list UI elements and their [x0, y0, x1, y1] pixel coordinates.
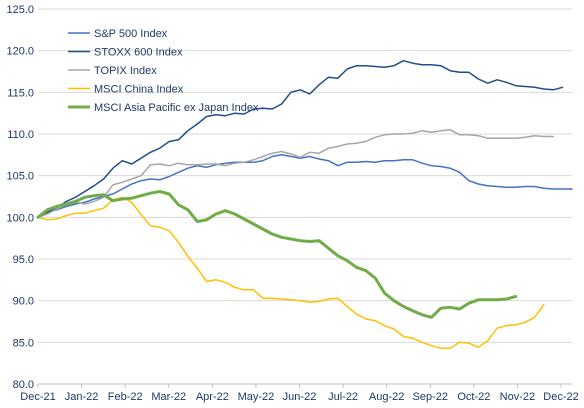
y-tick-label: 105.0	[6, 171, 34, 183]
x-tick-label: Aug-22	[369, 391, 404, 403]
legend: S&P 500 Index STOXX 600 Index TOPIX Index M…	[68, 28, 259, 114]
series-lines	[36, 59, 573, 349]
x-tick-label: Jan-22	[65, 391, 99, 403]
x-tick-label: Feb-22	[108, 391, 143, 403]
y-tick-label: 115.0	[7, 87, 34, 99]
series-line-4	[36, 190, 518, 319]
y-tick-label: 110.0	[7, 129, 34, 141]
series-line-1	[37, 59, 564, 219]
x-tick-label: Sep-22	[413, 391, 448, 403]
y-tick-label: 100.0	[6, 212, 34, 224]
legend-label: STOXX 600 Index	[94, 47, 183, 59]
x-tick-label: Oct-22	[457, 391, 490, 403]
axes: 80.0 85.0 90.0 95.0 100.0 105.0 110.0 115.0 120.…	[6, 4, 578, 403]
series-line-0	[37, 154, 573, 219]
x-tick-label: Dec-21	[20, 391, 55, 403]
x-tick-label: Jun-22	[283, 391, 317, 403]
x-tick-label: Apr-22	[196, 391, 229, 403]
series-line-2	[37, 129, 555, 219]
legend-label: TOPIX Index	[94, 65, 157, 77]
y-tick-label: 85.0	[13, 337, 34, 349]
legend-label: S&P 500 Index	[94, 28, 168, 40]
x-tick-label: Jul-22	[328, 391, 358, 403]
y-tick-label: 90.0	[13, 296, 34, 308]
y-tick-label: 95.0	[13, 254, 34, 266]
legend-label: MSCI China Index	[94, 84, 184, 96]
x-tick-label: May-22	[238, 391, 275, 403]
gridlines	[38, 8, 572, 343]
x-tick-label: Mar-22	[151, 391, 186, 403]
y-tick-label: 125.0	[6, 4, 34, 16]
legend-label: MSCI Asia Pacific ex Japan Index	[94, 102, 259, 114]
x-tick-label: Dec-22	[543, 391, 578, 403]
y-tick-label: 120.0	[6, 46, 34, 58]
x-tick-label: Nov-22	[500, 391, 535, 403]
series-line-3	[37, 196, 545, 349]
y-tick-label: 80.0	[13, 379, 34, 391]
